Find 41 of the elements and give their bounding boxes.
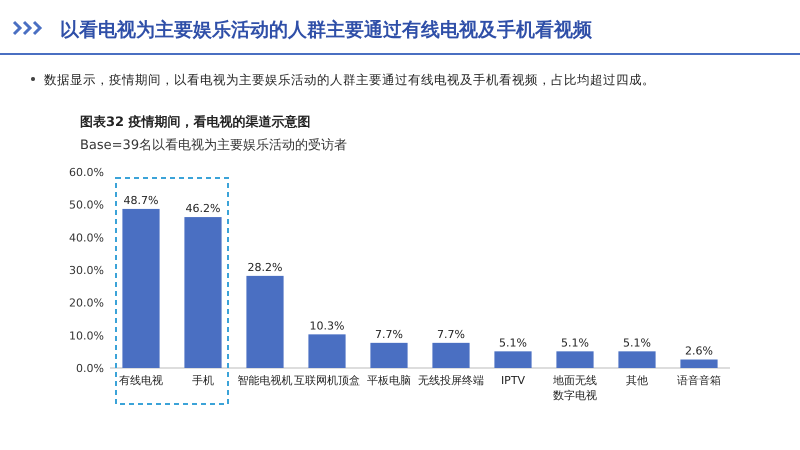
x-tick-label: 语音音箱 [677,374,721,387]
text: 数据显示，疫情期间，以看电视为主要娱乐活动的人群主要通过有线电视及手机看视频，占比均超过四成。 [44,72,655,87]
x-tick-label: 平板电脑 [367,374,411,387]
x-tick-label: 无线投屏终端 [418,374,484,387]
data-label: 10.3% [310,319,344,332]
bar [618,351,656,368]
y-tick-label: 30.0% [69,264,104,277]
data-label: 5.1% [623,336,651,350]
data-label: 2.6% [685,344,713,358]
text: Base=39名以看电视为主要娱乐活动的受访者 [80,137,348,153]
y-tick-label: 10.0% [69,329,104,342]
x-tick-label: 其他 [626,374,648,387]
x-tick-label: 手机 [192,374,214,387]
bar [246,276,284,368]
x-tick-label: 智能电视机 [238,374,292,387]
x-tick-label: 地面无线数字电视 [552,374,597,402]
y-tick-label: 40.0% [69,231,104,244]
bar [184,217,222,368]
data-label: 5.1% [499,336,527,350]
y-tick-label: 0.0% [76,362,104,375]
bar [494,351,532,368]
x-tick-label: 互联网机顶盒 [294,374,360,387]
x-tick-label: 有线电视 [119,374,163,387]
data-label: 5.1% [561,336,589,350]
bar [122,208,160,368]
bar [556,351,594,368]
bar [680,360,718,368]
x-tick-label: IPTV [500,374,526,387]
data-label: 7.7% [375,328,403,341]
data-label: 7.7% [437,328,465,341]
y-tick-label: 50.0% [69,198,104,212]
bar [308,334,346,368]
y-tick-label: 60.0% [69,166,104,179]
chart-subtitle: 图表32 疫情期间，看电视的渠道示意图 [80,114,311,130]
bar [432,342,470,368]
data-label: 28.2% [248,260,282,274]
bar [370,342,408,368]
chart-title: 以看电视为主要娱乐活动的人群主要通过有线电视及手机看视频 [60,19,593,41]
data-label: 48.7% [124,194,158,207]
data-label: 46.2% [186,202,220,216]
y-tick-label: 20.0% [69,296,104,310]
